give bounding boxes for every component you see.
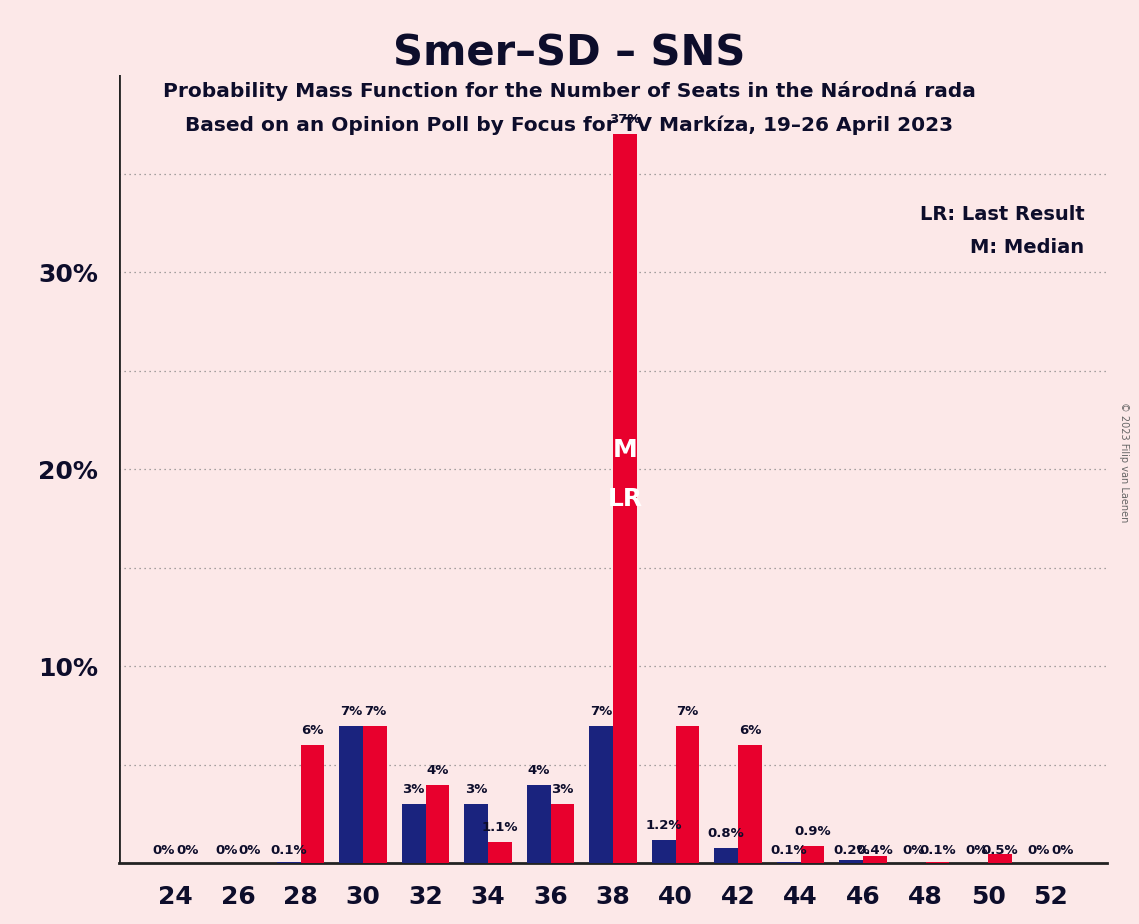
Bar (589, 725, 613, 863)
Text: LR: LR (607, 487, 642, 511)
Bar (863, 856, 887, 863)
Bar (652, 840, 675, 863)
Text: 0.4%: 0.4% (857, 844, 893, 857)
Bar (801, 845, 825, 863)
Text: 0%: 0% (965, 844, 988, 857)
Text: LR: Last Result: LR: Last Result (919, 205, 1084, 225)
Bar (489, 842, 511, 863)
Bar (277, 861, 301, 863)
Text: 6%: 6% (302, 724, 323, 737)
Text: 0%: 0% (239, 844, 261, 857)
Text: 0.1%: 0.1% (270, 844, 308, 857)
Text: 7%: 7% (341, 705, 362, 718)
Bar (777, 861, 801, 863)
Text: Based on an Opinion Poll by Focus for TV Markíza, 19–26 April 2023: Based on an Opinion Poll by Focus for TV… (186, 116, 953, 135)
Text: 0%: 0% (1027, 844, 1050, 857)
Text: 6%: 6% (739, 724, 761, 737)
Text: 3%: 3% (551, 784, 574, 796)
Bar (714, 847, 738, 863)
Text: 0.8%: 0.8% (707, 827, 745, 840)
Text: 1.2%: 1.2% (646, 819, 682, 832)
Text: M: M (613, 438, 638, 462)
Bar (839, 859, 863, 863)
Bar (613, 134, 637, 863)
Text: 4%: 4% (527, 764, 550, 777)
Text: © 2023 Filip van Laenen: © 2023 Filip van Laenen (1120, 402, 1129, 522)
Text: 0.2%: 0.2% (833, 844, 869, 857)
Text: 0.5%: 0.5% (982, 844, 1018, 857)
Text: 0%: 0% (215, 844, 237, 857)
Text: 0.9%: 0.9% (794, 825, 830, 838)
Text: 3%: 3% (402, 784, 425, 796)
Bar (363, 725, 387, 863)
Text: 4%: 4% (426, 764, 449, 777)
Text: M: Median: M: Median (970, 238, 1084, 258)
Text: 0%: 0% (177, 844, 198, 857)
Text: Smer–SD – SNS: Smer–SD – SNS (393, 32, 746, 74)
Bar (465, 804, 489, 863)
Text: 0%: 0% (153, 844, 175, 857)
Text: 7%: 7% (363, 705, 386, 718)
Text: 7%: 7% (590, 705, 613, 718)
Text: Probability Mass Function for the Number of Seats in the Národná rada: Probability Mass Function for the Number… (163, 81, 976, 102)
Bar (926, 861, 950, 863)
Text: 0.1%: 0.1% (770, 844, 808, 857)
Bar (402, 804, 426, 863)
Bar (301, 746, 325, 863)
Text: 3%: 3% (465, 784, 487, 796)
Bar (989, 854, 1011, 863)
Bar (550, 804, 574, 863)
Text: 0%: 0% (902, 844, 925, 857)
Bar (339, 725, 363, 863)
Bar (527, 784, 550, 863)
Bar (675, 725, 699, 863)
Text: 0.1%: 0.1% (919, 844, 956, 857)
Text: 0%: 0% (1051, 844, 1074, 857)
Text: 37%: 37% (609, 114, 641, 127)
Text: 7%: 7% (677, 705, 698, 718)
Text: 1.1%: 1.1% (482, 821, 518, 833)
Bar (738, 746, 762, 863)
Bar (426, 784, 450, 863)
